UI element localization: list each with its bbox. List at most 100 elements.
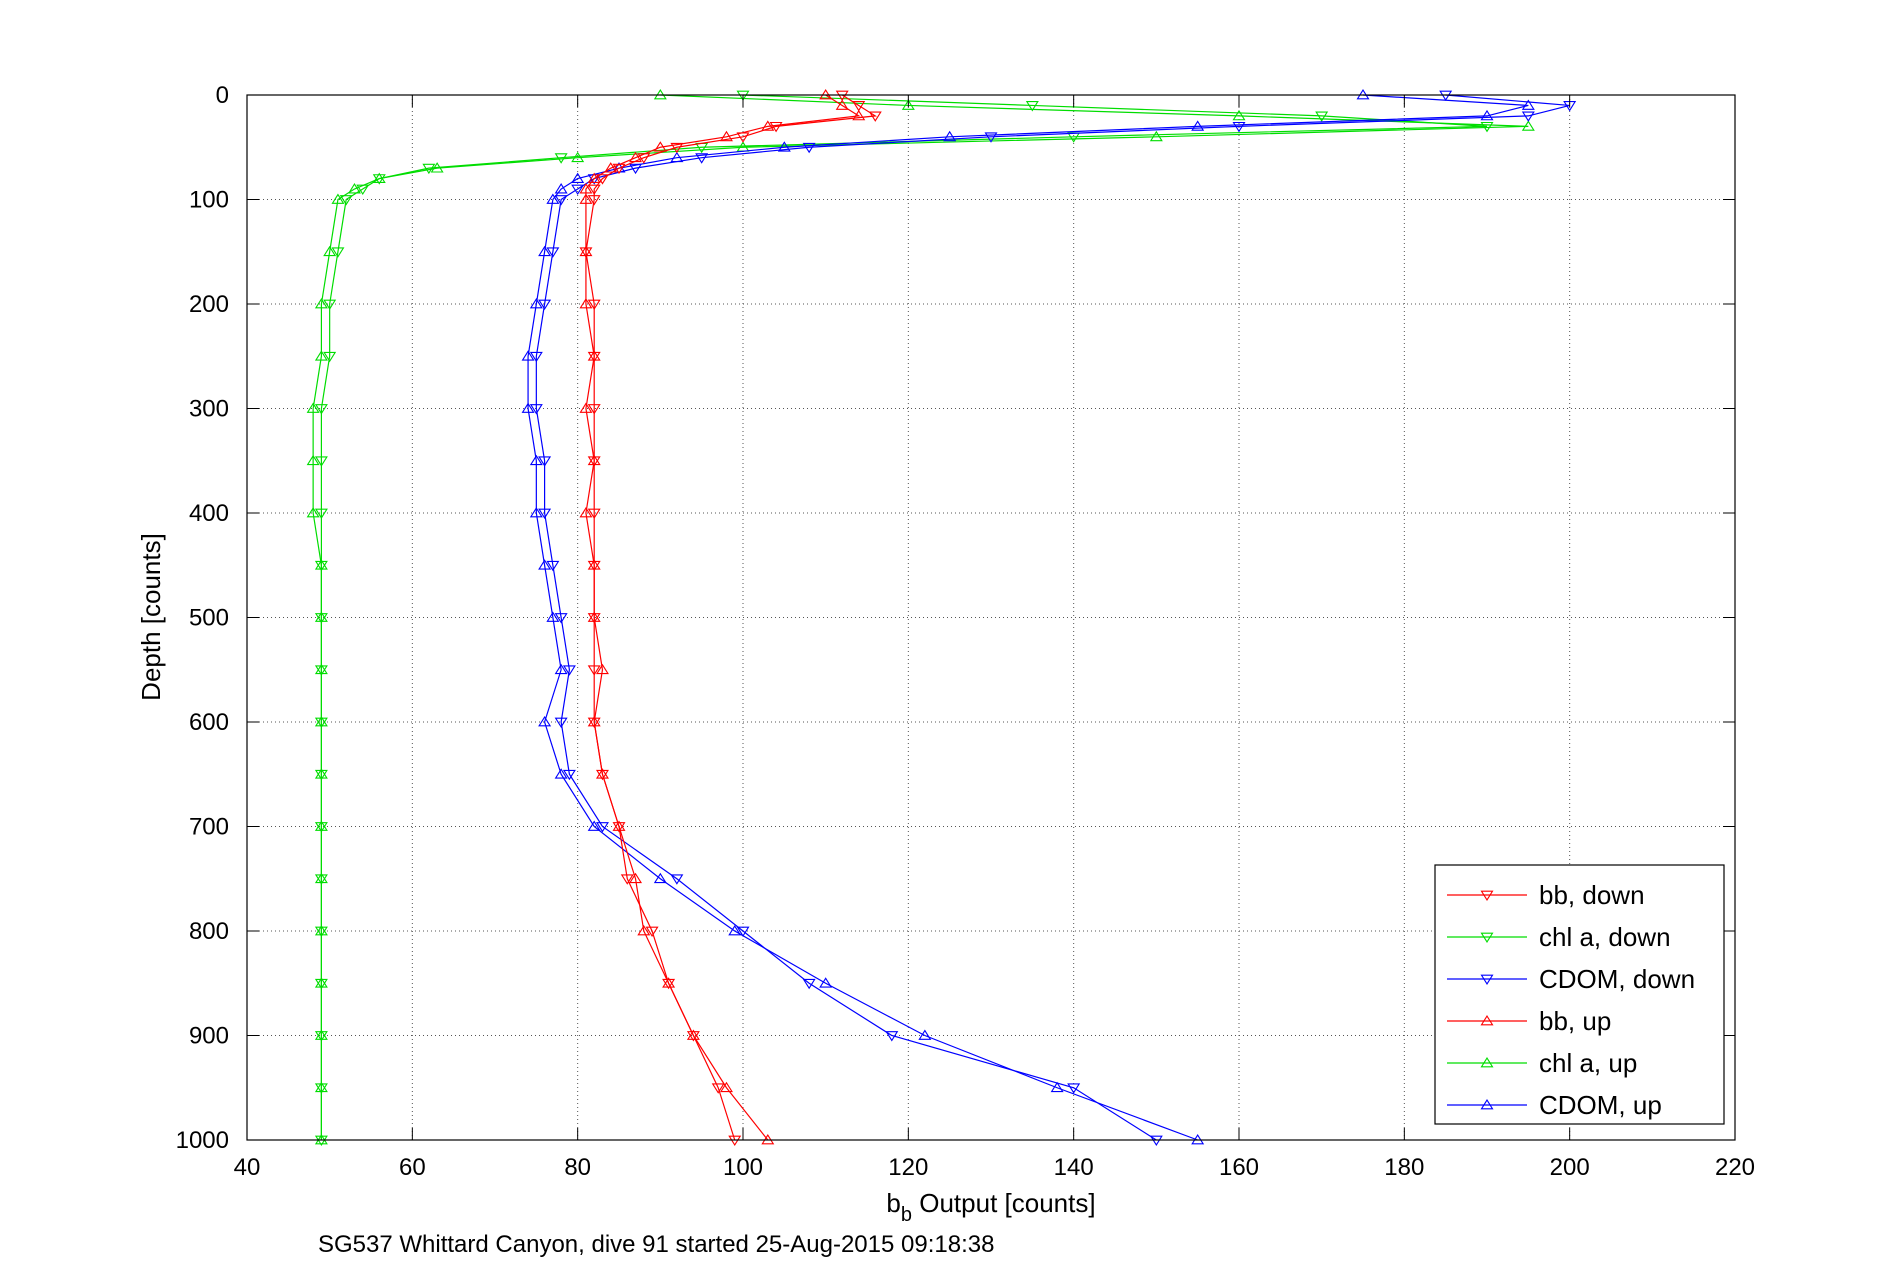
data-point xyxy=(595,174,609,185)
x-tick-label: 140 xyxy=(1054,1154,1094,1181)
data-point xyxy=(595,769,609,781)
y-tick-label: 700 xyxy=(189,814,229,841)
data-point xyxy=(736,926,750,937)
data-point xyxy=(562,665,576,676)
data-point xyxy=(587,350,601,361)
legend-label: bb, up xyxy=(1539,1006,1611,1036)
data-point xyxy=(1149,130,1163,142)
data-point xyxy=(587,508,601,519)
data-point xyxy=(777,141,791,152)
data-point xyxy=(571,151,585,163)
data-point xyxy=(529,351,543,363)
y-tick-label: 200 xyxy=(189,291,229,318)
series-cdom-down xyxy=(529,90,1577,1146)
series-line xyxy=(585,94,878,1141)
x-axis-label-rest: Output [counts] xyxy=(912,1188,1096,1218)
data-point xyxy=(331,247,345,258)
data-point xyxy=(719,1081,733,1093)
legend-label: CDOM, up xyxy=(1539,1090,1662,1120)
data-point xyxy=(579,183,593,194)
data-point xyxy=(587,717,601,728)
data-point xyxy=(1050,1081,1064,1093)
legend-label: chl a, down xyxy=(1539,922,1671,952)
data-point xyxy=(347,183,361,194)
series-bb-up xyxy=(579,89,866,1145)
data-point xyxy=(587,665,601,676)
data-point xyxy=(802,142,816,154)
data-point xyxy=(538,299,552,310)
data-point xyxy=(314,350,328,361)
data-point xyxy=(587,351,601,363)
data-point xyxy=(662,978,676,990)
legend-items: bb, down chl a, down CDOM, down bb, up chl a… xyxy=(1447,880,1695,1120)
data-point xyxy=(670,142,684,154)
series-bb-down xyxy=(579,90,882,1146)
data-point xyxy=(372,172,386,183)
data-point xyxy=(579,507,593,518)
y-tick-label: 500 xyxy=(189,605,229,632)
data-point xyxy=(521,402,535,413)
x-tick-label: 200 xyxy=(1550,1154,1590,1181)
data-point xyxy=(430,162,444,173)
data-point xyxy=(587,454,601,466)
data-point xyxy=(587,404,601,415)
data-point xyxy=(562,769,576,781)
legend-swatch-marker xyxy=(1480,974,1494,985)
data-point xyxy=(1521,120,1535,131)
data-point xyxy=(314,716,328,727)
data-point xyxy=(546,611,560,622)
data-point xyxy=(943,130,957,142)
data-point xyxy=(695,153,709,164)
data-point xyxy=(728,925,742,936)
data-point xyxy=(554,768,568,779)
series-layer xyxy=(306,89,1577,1146)
legend-label: CDOM, down xyxy=(1539,964,1695,994)
data-point xyxy=(529,404,543,415)
data-point xyxy=(306,402,320,413)
data-point xyxy=(554,717,568,728)
data-point xyxy=(546,247,560,258)
x-tick-labels: 40 60 80 100 120 140 160 180 200 220 xyxy=(234,1154,1755,1181)
legend-swatch-marker xyxy=(1480,1015,1494,1026)
legend-item: bb, down xyxy=(1447,880,1645,910)
data-point xyxy=(323,351,337,363)
grid xyxy=(247,95,1735,1140)
legend-swatch-marker xyxy=(1480,1099,1494,1110)
data-point xyxy=(314,820,328,831)
data-point xyxy=(1025,101,1039,112)
legend-item: CDOM, down xyxy=(1447,964,1695,994)
caption: SG537 Whittard Canyon, dive 91 started 2… xyxy=(318,1231,994,1258)
data-point xyxy=(323,245,337,257)
data-point xyxy=(852,101,866,112)
legend-item: bb, up xyxy=(1447,1006,1611,1036)
data-point xyxy=(554,195,568,206)
data-point xyxy=(587,560,601,572)
ticks xyxy=(246,94,1736,1141)
y-tick-label: 600 xyxy=(189,709,229,736)
data-point xyxy=(314,1029,328,1040)
data-point xyxy=(835,99,849,110)
data-point xyxy=(653,872,667,884)
data-point xyxy=(538,716,552,727)
data-point xyxy=(637,925,651,936)
series-line xyxy=(535,94,1570,1141)
data-point xyxy=(1315,111,1329,122)
data-point xyxy=(587,456,601,467)
data-point xyxy=(604,162,618,173)
y-tick-label: 300 xyxy=(189,396,229,423)
y-tick-label: 800 xyxy=(189,918,229,945)
data-point xyxy=(645,926,659,937)
data-point xyxy=(579,298,593,309)
data-point xyxy=(554,613,568,624)
data-point xyxy=(314,1081,328,1093)
data-point xyxy=(620,874,634,885)
data-point xyxy=(719,130,733,142)
data-point xyxy=(554,663,568,675)
legend-item: chl a, up xyxy=(1447,1048,1637,1078)
y-axis-label: Depth [counts] xyxy=(136,533,166,701)
data-point xyxy=(1480,109,1494,121)
data-point xyxy=(529,298,543,309)
x-tick-label: 160 xyxy=(1219,1154,1259,1181)
data-point xyxy=(314,404,328,415)
data-point xyxy=(1521,99,1535,110)
